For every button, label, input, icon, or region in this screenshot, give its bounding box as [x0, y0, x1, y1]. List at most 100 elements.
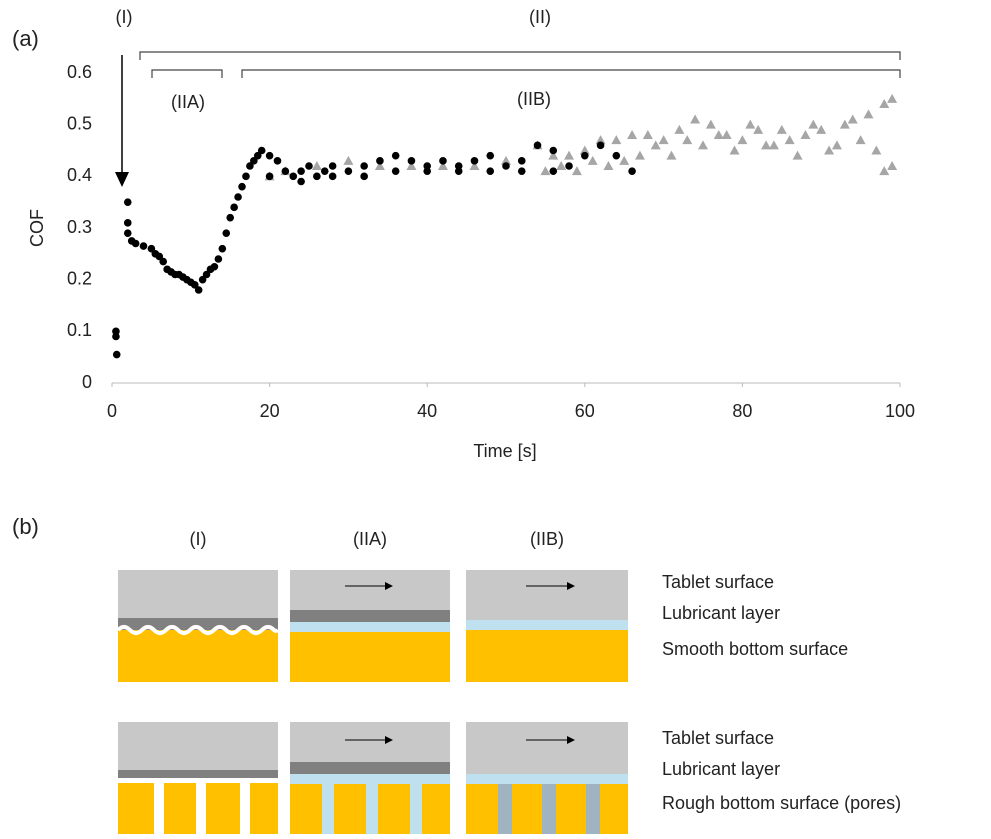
- point: [611, 135, 622, 145]
- point: [824, 145, 835, 155]
- point: [887, 93, 898, 103]
- bottom: [290, 632, 450, 682]
- bracket-ii: [139, 51, 901, 60]
- point: [627, 130, 638, 139]
- point: [887, 161, 898, 170]
- column-label: (IIB): [530, 529, 564, 549]
- lubricant-film: [466, 620, 628, 632]
- point: [391, 151, 400, 160]
- point: [265, 172, 274, 181]
- x-axis-title: Time [s]: [473, 441, 536, 461]
- point: [581, 151, 589, 160]
- y-axis-title: COF: [27, 209, 47, 247]
- bracket-iia: [151, 69, 223, 78]
- point: [297, 167, 305, 175]
- bottom: [466, 630, 628, 682]
- point: [439, 157, 447, 165]
- point: [549, 146, 558, 155]
- annotation: (IIB): [517, 89, 551, 109]
- point: [112, 350, 121, 359]
- point: [242, 172, 250, 181]
- point: [139, 242, 148, 250]
- lubricant: [118, 618, 278, 630]
- point: [713, 130, 724, 139]
- point: [250, 157, 258, 165]
- point: [533, 141, 542, 150]
- annotations: [139, 51, 901, 78]
- point: [360, 162, 368, 170]
- point: [603, 161, 614, 170]
- point: [565, 162, 573, 170]
- point: [486, 167, 495, 175]
- point: [831, 140, 842, 150]
- point: [470, 157, 479, 165]
- point: [198, 275, 207, 284]
- point: [745, 119, 756, 129]
- point: [674, 124, 685, 134]
- point: [634, 150, 645, 160]
- annotation: (I): [116, 7, 133, 27]
- point: [226, 213, 234, 222]
- layer-label: Lubricant layer: [662, 603, 780, 623]
- bracket-iib: [241, 69, 901, 78]
- point: [690, 114, 701, 124]
- point: [313, 172, 321, 181]
- y-tick-label: 0.2: [67, 268, 92, 288]
- point: [123, 198, 132, 206]
- point: [517, 157, 526, 165]
- point: [265, 151, 274, 160]
- point: [376, 157, 384, 165]
- point: [839, 119, 850, 129]
- layer-label: Rough bottom surface (pores): [662, 793, 901, 813]
- point: [328, 162, 337, 170]
- point: [650, 140, 661, 150]
- x-tick-label: 60: [575, 401, 595, 421]
- point: [847, 114, 858, 124]
- point: [281, 167, 290, 175]
- pores: [466, 774, 628, 834]
- point: [155, 252, 164, 261]
- point: [564, 150, 575, 160]
- y-tick-label: 0.5: [67, 113, 92, 133]
- column-label: (IIA): [353, 529, 387, 549]
- point: [549, 167, 558, 175]
- point: [159, 257, 168, 266]
- point: [501, 155, 511, 165]
- point: [391, 167, 400, 175]
- point: [879, 99, 890, 108]
- point: [210, 262, 219, 271]
- point: [705, 119, 716, 129]
- lubricant: [118, 770, 278, 780]
- point: [517, 167, 526, 175]
- point: [190, 281, 199, 289]
- point: [486, 151, 495, 160]
- x-tick-label: 80: [732, 401, 752, 421]
- point: [540, 166, 551, 176]
- x-tick-label: 40: [417, 401, 437, 421]
- pores: [118, 778, 278, 834]
- point: [619, 155, 630, 165]
- point: [360, 172, 368, 181]
- y-tick-label: 0: [82, 372, 92, 392]
- annotation: (II): [529, 7, 551, 27]
- point: [761, 140, 772, 150]
- point: [776, 124, 787, 134]
- point: [855, 135, 866, 145]
- point: [131, 239, 140, 248]
- lubricant-film: [290, 622, 450, 634]
- point: [800, 130, 811, 139]
- point: [407, 157, 416, 165]
- point: [238, 182, 246, 191]
- plot: 0 0.1 0.2 0.3 0.4 0.5 0.6 0 20 40 60 80 100: [67, 62, 915, 421]
- point: [218, 244, 227, 253]
- panel-label: (b): [12, 514, 39, 539]
- point: [311, 161, 322, 170]
- point: [328, 172, 337, 181]
- layer-label: Lubricant layer: [662, 759, 780, 779]
- point: [612, 151, 621, 160]
- point: [556, 161, 567, 170]
- column-label: (I): [190, 529, 207, 549]
- point: [737, 135, 748, 145]
- point: [863, 109, 874, 119]
